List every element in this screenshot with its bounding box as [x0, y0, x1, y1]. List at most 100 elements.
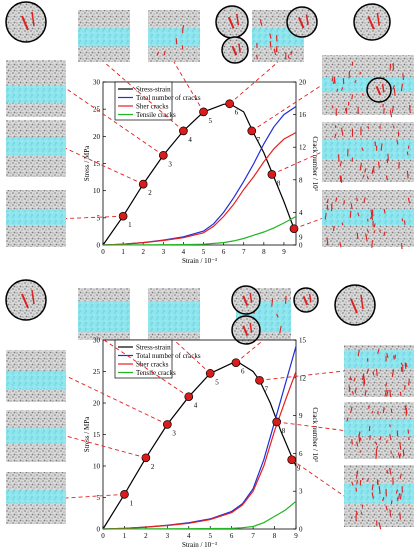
crack-mark	[371, 484, 374, 491]
connector-line	[65, 215, 124, 219]
crack-mark	[287, 55, 290, 60]
crack-mark	[331, 105, 334, 109]
legend-label: Tensile cracks	[136, 369, 176, 377]
zoom-circle	[366, 77, 392, 103]
y-tick-label: 0	[97, 526, 101, 534]
crack-mark	[333, 79, 335, 85]
crack-mark	[389, 509, 392, 517]
legend-label: Total number of cracks	[136, 352, 201, 360]
y2-tick-label: 12	[299, 374, 307, 382]
crack-mark	[377, 349, 380, 354]
crack-mark	[399, 473, 402, 479]
y-axis-label: Stress / MPa	[83, 416, 91, 452]
soft-layer-band	[6, 85, 66, 103]
x-tick-label: 1	[121, 248, 125, 256]
y-tick-label: 15	[93, 431, 101, 439]
crack-mark	[371, 169, 374, 174]
crack-mark	[276, 313, 279, 318]
zoom-circle-fill	[334, 284, 376, 326]
connector-line	[259, 370, 345, 381]
crack-mark	[397, 452, 401, 459]
specimen-tile-top	[148, 288, 200, 340]
crack-mark	[373, 223, 376, 228]
crack-mark	[406, 170, 409, 179]
crack-mark	[256, 54, 258, 60]
crack-mark	[242, 325, 249, 336]
x-tick-label: 9	[294, 532, 298, 540]
connector-line	[173, 339, 211, 374]
crack-mark	[175, 38, 178, 45]
zoom-circle	[215, 5, 249, 39]
crack-mark	[367, 126, 370, 129]
crack-mark	[359, 436, 362, 441]
crack-mark	[356, 197, 358, 202]
soft-layer-band	[6, 370, 66, 389]
x-tick-label: 2	[141, 248, 145, 256]
crack-mark	[391, 369, 395, 377]
crack-mark	[400, 83, 404, 92]
crack-mark	[356, 441, 359, 447]
crack-mark	[375, 451, 378, 459]
crack-mark	[382, 497, 385, 502]
crack-mark	[290, 50, 293, 56]
crack-mark	[238, 43, 241, 53]
crack-mark	[356, 232, 359, 240]
crack-mark	[326, 204, 329, 211]
crack-mark	[385, 505, 388, 511]
soft-layer-band	[344, 483, 414, 504]
x-tick-label: 8	[273, 532, 277, 540]
stage-marker-label: 9	[297, 465, 301, 473]
y-tick-label: 5	[97, 214, 101, 222]
crack-mark	[357, 349, 360, 357]
specimen-tile-right	[322, 122, 414, 183]
y-tick-label: 20	[93, 400, 101, 408]
crack-mark	[392, 85, 395, 90]
series-line	[102, 131, 297, 246]
x-tick-label: 8	[262, 248, 266, 256]
crack-mark	[389, 389, 392, 398]
crack-mark	[351, 61, 354, 66]
stage-marker-label: 6	[241, 368, 245, 376]
crack-mark	[381, 83, 385, 93]
legend-label: Sher cracks	[136, 103, 169, 111]
series-line	[102, 106, 297, 246]
specimen-tile-left	[6, 190, 66, 247]
connector-line	[65, 435, 147, 459]
crack-mark	[305, 14, 309, 26]
crack-mark	[384, 389, 388, 397]
crack-mark	[227, 16, 235, 29]
crack-mark	[404, 404, 407, 411]
connector-line	[229, 61, 279, 105]
crack-mark	[385, 175, 389, 181]
crack-mark	[346, 417, 349, 422]
crack-mark	[387, 153, 389, 161]
x-tick-label: 4	[182, 248, 186, 256]
crack-mark	[351, 94, 354, 100]
crack-mark	[383, 231, 386, 237]
connector-line	[291, 459, 345, 497]
legend	[114, 81, 173, 121]
crack-mark	[351, 481, 354, 486]
crack-mark	[399, 493, 402, 500]
crack-mark	[231, 45, 238, 56]
crack-mark	[374, 441, 378, 445]
series-line	[102, 500, 297, 530]
connector-line	[271, 151, 323, 175]
crack-mark	[366, 368, 369, 374]
stage-marker-label: 3	[172, 429, 176, 437]
crack-mark	[402, 73, 405, 80]
crack-mark	[371, 240, 373, 248]
crack-mark	[367, 16, 375, 30]
crack-mark	[386, 353, 389, 359]
specimen-tile-right	[344, 465, 414, 530]
crack-mark	[364, 390, 367, 397]
crack-mark	[355, 510, 359, 515]
crack-mark	[182, 25, 185, 31]
stage-marker-label: 8	[277, 179, 281, 187]
crack-mark	[156, 51, 159, 56]
crack-mark	[332, 225, 335, 232]
y2-axis-label: Crack number / 10³	[311, 136, 319, 190]
zoom-circle	[231, 285, 261, 315]
crack-mark	[371, 492, 374, 499]
legend-label: Stress-strain	[136, 86, 171, 94]
